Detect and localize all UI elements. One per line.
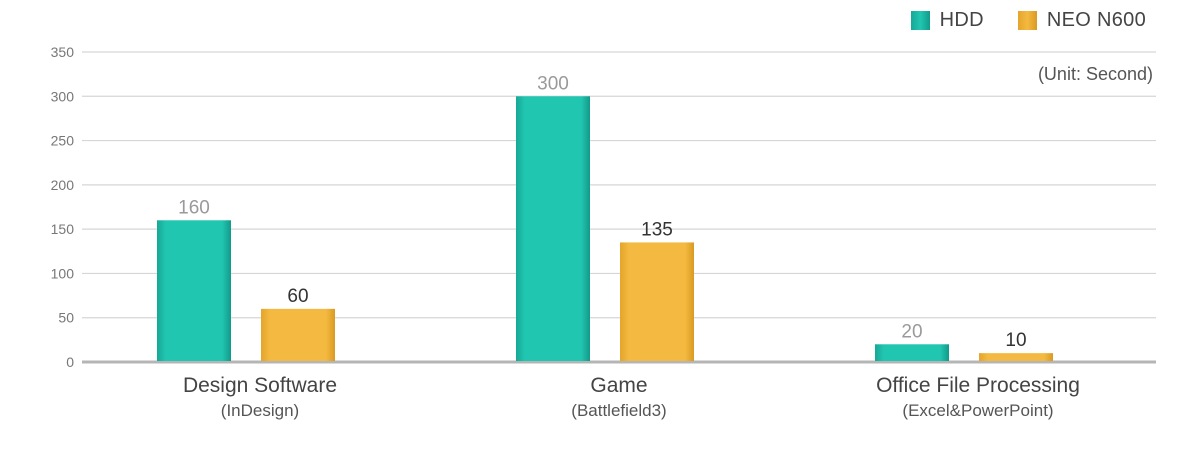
- data-label: 10: [1005, 330, 1026, 351]
- data-label: 20: [901, 321, 922, 342]
- bar-hdd-1: [516, 96, 590, 362]
- x-category-sublabel: (InDesign): [221, 401, 299, 420]
- y-tick-label: 0: [66, 354, 74, 370]
- y-tick-label: 300: [51, 88, 75, 104]
- data-label: 60: [287, 286, 308, 307]
- x-category-label: Game: [590, 374, 647, 397]
- unit-label: (Unit: Second): [1037, 64, 1153, 84]
- bar-hdd-2: [875, 344, 949, 361]
- y-tick-label: 50: [58, 310, 74, 326]
- bar-neo-n600-1: [620, 242, 694, 361]
- legend-swatch-neo-n600: [1017, 11, 1037, 30]
- y-tick-label: 250: [51, 133, 75, 149]
- legend-item-hdd: HDD: [910, 9, 984, 32]
- legend-item-neo-n600: NEO N600: [1017, 9, 1146, 32]
- legend-label-hdd: HDD: [939, 9, 984, 31]
- legend: HDD NEO N600: [877, 9, 1146, 32]
- y-tick-label: 150: [51, 221, 75, 237]
- legend-label-neo-n600: NEO N600: [1046, 9, 1146, 31]
- y-tick-label: 100: [51, 265, 75, 281]
- x-category-sublabel: (Excel&PowerPoint): [902, 401, 1053, 420]
- data-label: 300: [537, 73, 569, 94]
- data-label: 160: [178, 197, 210, 218]
- bar-hdd-0: [157, 220, 231, 361]
- bar-neo-n600-2: [979, 353, 1053, 361]
- x-category-label: Design Software: [183, 374, 337, 397]
- x-category-sublabel: (Battlefield3): [571, 401, 666, 420]
- x-category-label: Office File Processing: [876, 374, 1080, 397]
- y-tick-label: 200: [51, 177, 75, 193]
- bar-neo-n600-0: [261, 308, 335, 361]
- data-label: 135: [641, 219, 673, 240]
- legend-swatch-hdd: [910, 11, 930, 30]
- y-tick-label: 350: [51, 44, 75, 60]
